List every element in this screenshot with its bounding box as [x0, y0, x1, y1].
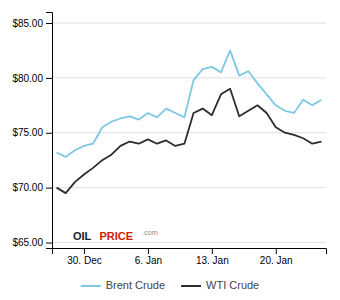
annotations: OIL PRICE .com [73, 229, 158, 242]
tick: $85.00 [12, 18, 52, 29]
tick: $65.00 [12, 237, 52, 248]
tick-label: 30. Dec [67, 255, 101, 266]
axis-line [46, 13, 53, 249]
tick-mark [46, 188, 52, 189]
tick-mark [46, 243, 52, 244]
line [57, 50, 322, 156]
tick-label: $80.00 [12, 73, 43, 84]
legend-swatch [181, 285, 201, 287]
annotation: OIL [73, 230, 92, 242]
legend-label: WTI Crude [206, 279, 259, 291]
legend-swatch [81, 285, 101, 287]
tick-mark [84, 248, 85, 254]
tick-mark [212, 248, 213, 254]
tick: 6. Jan [135, 248, 162, 266]
tick-mark [46, 78, 52, 79]
tick-mark [276, 248, 277, 254]
tick-label: $65.00 [12, 237, 43, 248]
tick-mark [46, 133, 52, 134]
tick-label: 20. Jan [260, 255, 293, 266]
tick-label: 6. Jan [135, 255, 162, 266]
tick: 13. Jan [196, 248, 229, 266]
line [57, 89, 322, 193]
axis-line [53, 249, 327, 255]
annotation: PRICE [99, 230, 133, 242]
tick-label: $85.00 [12, 18, 43, 29]
tick: $80.00 [12, 73, 52, 84]
grid-line [52, 77, 326, 78]
legend: Brent Crude WTI Crude [81, 279, 260, 291]
plot: 30. Dec6. Jan13. Jan20. Jan$65.00$70.00$… [12, 13, 326, 267]
tick-mark [148, 248, 149, 254]
grid [52, 23, 326, 243]
series-group [57, 50, 322, 193]
legend-label: Brent Crude [106, 279, 165, 291]
annotation: .com [142, 229, 157, 236]
y-axis: $65.00 $70.00 $75.00 $80.00 $85.00 [12, 13, 52, 249]
tick: 30. Dec [67, 248, 101, 266]
grid-line [52, 242, 326, 243]
tick-label: $70.00 [12, 182, 43, 193]
legend-item: Brent Crude [81, 279, 165, 291]
tick: $75.00 [12, 127, 52, 138]
tick: 20. Jan [260, 248, 293, 266]
tick-label: $75.00 [12, 127, 43, 138]
grid-line [52, 187, 326, 188]
tick-label: 13. Jan [196, 255, 229, 266]
legend-item: WTI Crude [181, 279, 259, 291]
grid-line [52, 22, 326, 23]
tick: $70.00 [12, 182, 52, 193]
chart: 30. Dec6. Jan13. Jan20. Jan$65.00$70.00$… [0, 0, 340, 300]
x-axis: 30. Dec 6. Jan 13. Jan 20. Jan [53, 248, 327, 266]
tick-mark [46, 23, 52, 24]
